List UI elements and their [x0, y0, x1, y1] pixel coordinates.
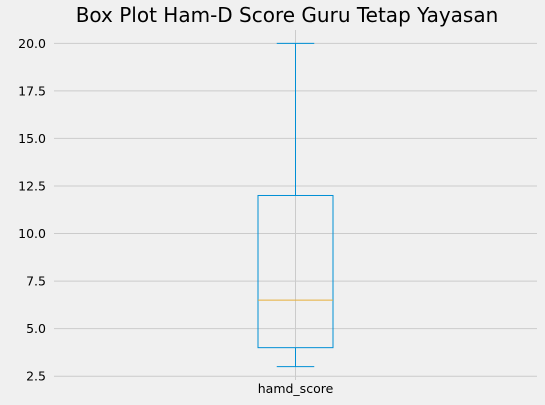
y-tick-label: 10.0: [18, 226, 46, 241]
y-tick-label: 12.5: [18, 178, 46, 193]
y-tick-label: 17.5: [18, 83, 46, 98]
y-tick-label: 20.0: [18, 36, 46, 51]
x-axis-ticks: hamd_score: [258, 381, 334, 396]
y-tick-label: 5.0: [26, 321, 46, 336]
y-tick-label: 7.5: [26, 274, 46, 289]
iqr-box: [257, 194, 334, 349]
y-tick-label: 15.0: [18, 131, 46, 146]
y-tick-label: 2.5: [26, 369, 46, 384]
box-plot-series: [257, 42, 334, 368]
y-axis-ticks: 2.5 5.0 7.5 10.0 12.5 15.0 17.5 20.0: [18, 36, 46, 384]
x-tick-label: hamd_score: [258, 381, 334, 396]
chart-title: Box Plot Ham-D Score Guru Tetap Yayasan: [76, 3, 499, 27]
